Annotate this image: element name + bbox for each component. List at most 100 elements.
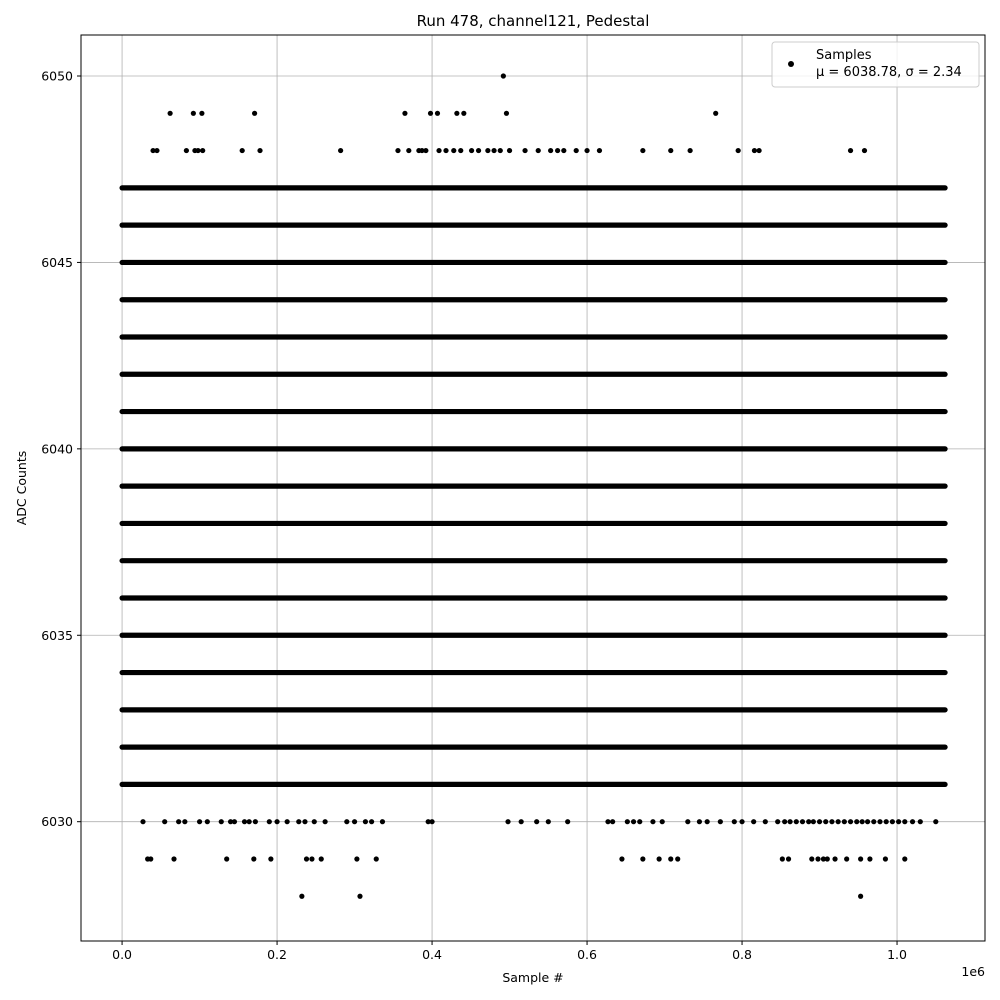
data-point [717, 819, 723, 825]
data-point [815, 856, 821, 862]
data-point [859, 819, 865, 825]
data-point [284, 819, 290, 825]
legend: Samples μ = 6038.78, σ = 2.34 [771, 41, 980, 88]
data-point [148, 856, 154, 862]
data-point [436, 147, 442, 154]
data-point [656, 856, 662, 862]
data-point [429, 819, 435, 825]
data-point [402, 110, 408, 116]
data-point [176, 819, 182, 825]
data-point [584, 147, 590, 154]
data-point [735, 147, 741, 154]
data-point [518, 819, 524, 825]
data-point [895, 819, 902, 825]
x-tick-label: 1.0 [887, 947, 907, 962]
data-point [624, 819, 630, 825]
data-point [503, 110, 510, 116]
data-point [858, 856, 864, 862]
data-point [419, 147, 425, 154]
data-point [762, 819, 768, 825]
data-point [775, 819, 781, 825]
data-point [659, 819, 665, 825]
data-point [858, 893, 864, 899]
data-point [150, 147, 156, 154]
data-point [889, 819, 895, 825]
data-point [810, 819, 816, 825]
data-point [902, 856, 908, 862]
data-point [506, 147, 513, 154]
data-point [302, 819, 308, 825]
data-point [167, 110, 173, 116]
data-point [799, 819, 806, 825]
x-axis-label: Sample # [502, 970, 563, 985]
data-point [351, 819, 358, 825]
data-point [534, 819, 540, 825]
data-point [182, 819, 188, 825]
data-point [877, 819, 883, 825]
data-point [318, 856, 324, 862]
data-point [354, 856, 360, 862]
data-point [548, 147, 554, 154]
data-point [425, 819, 431, 825]
data-point [171, 856, 177, 862]
data-point [268, 856, 274, 862]
data-point [832, 856, 838, 862]
data-point [675, 856, 681, 862]
data-point [458, 147, 464, 154]
chart-title: Run 478, channel121, Pedestal [417, 12, 650, 30]
data-point [461, 110, 467, 116]
data-point [739, 819, 745, 825]
data-point [406, 147, 412, 154]
data-point [162, 819, 168, 825]
data-point [883, 819, 889, 825]
data-point [218, 819, 224, 825]
data-point [140, 819, 146, 825]
legend-series-name: Samples [816, 48, 872, 63]
data-point [824, 856, 830, 862]
plot-frame [80, 34, 986, 942]
data-point [779, 856, 785, 862]
data-point [491, 147, 497, 154]
data-point [274, 819, 280, 825]
data-point [731, 819, 737, 825]
data-point [545, 819, 551, 825]
data-point [696, 819, 703, 825]
data-point [861, 147, 868, 154]
data-point [841, 819, 847, 825]
data-point [485, 147, 491, 154]
data-point [357, 893, 363, 899]
data-point [475, 147, 482, 154]
data-point [369, 819, 375, 825]
data-point [311, 819, 317, 825]
data-point [882, 856, 889, 862]
data-point [299, 893, 305, 899]
data-point [793, 819, 799, 825]
data-point [379, 819, 386, 825]
data-point [917, 819, 923, 825]
data-point [252, 819, 258, 825]
y-tick-label: 6030 [41, 814, 73, 829]
data-point [266, 819, 272, 825]
data-point [468, 147, 475, 154]
data-point [785, 856, 792, 862]
data-point [751, 147, 758, 154]
data-point [668, 856, 674, 862]
data-point [596, 147, 603, 154]
data-point [820, 856, 827, 862]
data-point [835, 819, 841, 825]
data-point [902, 819, 908, 825]
data-point [782, 819, 788, 825]
data-point [190, 110, 196, 116]
data-point [854, 819, 860, 825]
data-point [322, 819, 328, 825]
x-tick-label: 0.0 [112, 947, 132, 962]
data-point [685, 819, 691, 825]
data-point [196, 819, 203, 825]
data-point [522, 147, 528, 154]
data-point [362, 819, 369, 825]
data-point [829, 819, 835, 825]
data-point [871, 819, 877, 825]
data-point [434, 110, 441, 116]
